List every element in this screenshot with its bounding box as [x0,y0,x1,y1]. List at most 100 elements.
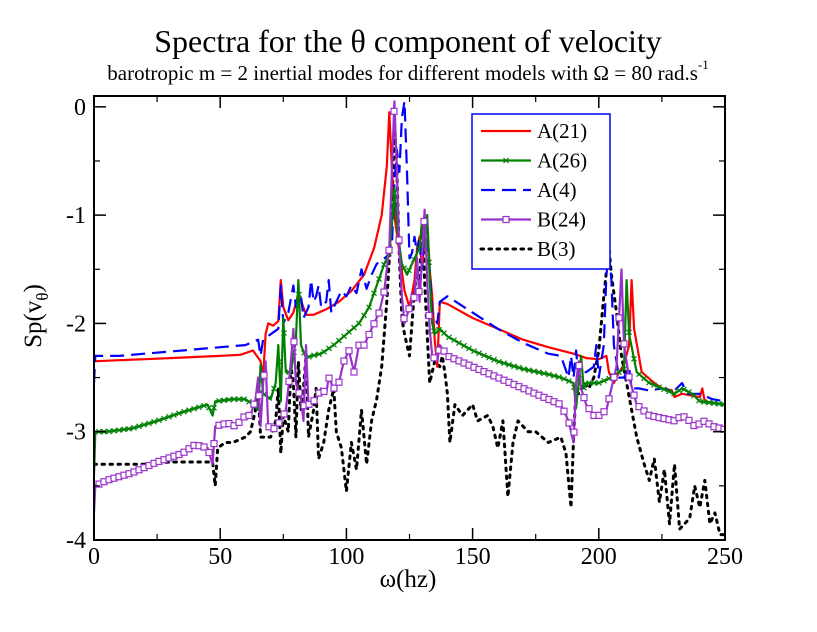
b-24-marker [250,400,258,408]
b-24-marker [245,411,253,420]
b-24-marker [260,371,268,379]
b-24-marker [365,330,373,339]
b-24-marker [360,341,368,349]
a-26-marker [211,404,217,411]
b-24-marker [200,443,208,451]
a-26-marker [676,387,682,394]
a-26-marker [551,372,557,379]
chart-subtitle-main: barotropic m = 2 inertial modes for diff… [107,61,698,85]
series-a-4 [94,100,725,403]
a-26-marker [706,399,712,406]
a-26-marker [656,384,662,391]
b-24-marker [580,394,588,402]
b-24-marker [350,368,358,376]
x-tick-label: 250 [707,544,743,570]
a-26-marker [696,397,702,404]
a-26-marker [191,405,197,412]
legend-label-a-21: A(21) [537,119,587,143]
a-26-marker [686,389,692,396]
a-26-marker [496,358,502,365]
a-26-marker [231,396,237,403]
b-24-marker [605,395,613,403]
b-24-marker [275,419,283,427]
y-axis-label-sub: θ [33,292,52,300]
a-26-marker [526,367,532,374]
ticks-layer: 0 50 100 150 200 250 0 -1 -2 -3 -4 [66,95,743,570]
b-24-marker [685,416,693,425]
x-tick-label: 100 [328,544,364,570]
legend-item-a-26: A(26) [481,149,587,173]
b-24-marker [340,357,348,365]
b-24-marker [290,338,298,346]
a-26-marker [356,320,362,327]
a-26-marker [481,352,487,359]
a-26-marker [601,377,607,384]
a-26-marker [121,426,127,433]
b-24-marker [440,347,448,355]
b-24-marker [375,309,383,317]
x-tick-label: 200 [581,544,617,570]
legend-label-a-26: A(26) [537,149,587,173]
y-tick-label: 0 [74,95,86,121]
a-26-marker [106,428,112,435]
a-26-marker [361,312,367,319]
a-26-marker [471,348,477,355]
a-26-marker [406,267,412,274]
a-26-marker [111,427,117,434]
a-26-marker [196,404,202,411]
a-26-marker [271,385,277,392]
b-24-marker [330,384,338,392]
a-26-marker [671,390,677,397]
a-26-marker [141,421,147,428]
a-26-marker [186,407,192,414]
series-layer [94,100,725,537]
a-26-marker [701,399,707,405]
legend-a-26-marker [503,157,509,164]
y-axis-label: Sp(vθ) [20,284,52,348]
a-26-marker [171,412,177,419]
b-24-marker [235,418,243,426]
x-tick-label: 150 [455,544,491,570]
a-26-marker [506,361,512,368]
a-26-marker [556,374,562,380]
a-26-marker [431,328,437,334]
a-26-marker [441,330,447,336]
a-26-marker [216,397,222,404]
a-26-marker [566,378,572,384]
chart-title: Spectra for the θ component of velocity [154,23,662,59]
a-26-marker [561,375,567,382]
b-24-marker [295,389,303,397]
a-26-marker [666,388,672,395]
a-26-marker [716,400,722,407]
a-26-marker [296,291,302,298]
a-26-marker [486,354,492,361]
b-24-marker [255,392,263,400]
a-26-marker [401,265,407,272]
b-24-marker [410,293,418,302]
legend-item-a-4: A(4) [481,178,577,202]
a-26-marker [596,379,602,386]
a-26-marker [626,329,632,336]
b-24-marker [395,236,403,244]
b-24-marker [405,305,413,313]
legend-label-a-4: A(4) [537,178,577,202]
a-26-marker [651,382,657,388]
b-24-marker [400,314,408,323]
b-24-marker [430,354,438,362]
a-26-marker [206,404,212,411]
b-24-marker [575,361,583,370]
a-26-marker [591,380,597,386]
a-26-marker [276,358,282,365]
x-axis-label: ω(hz) [380,566,437,593]
b-24-marker [620,340,628,348]
a-26-marker [346,329,352,335]
a-26-marker [221,397,227,404]
a-26-marker [151,418,157,425]
a-26-marker [536,369,542,376]
b-24-marker [320,387,328,396]
a-26-marker [586,380,592,386]
a-26-marker [416,245,422,252]
legend-box [471,113,611,270]
a-26-marker [461,342,467,349]
b-24-marker [420,217,428,226]
